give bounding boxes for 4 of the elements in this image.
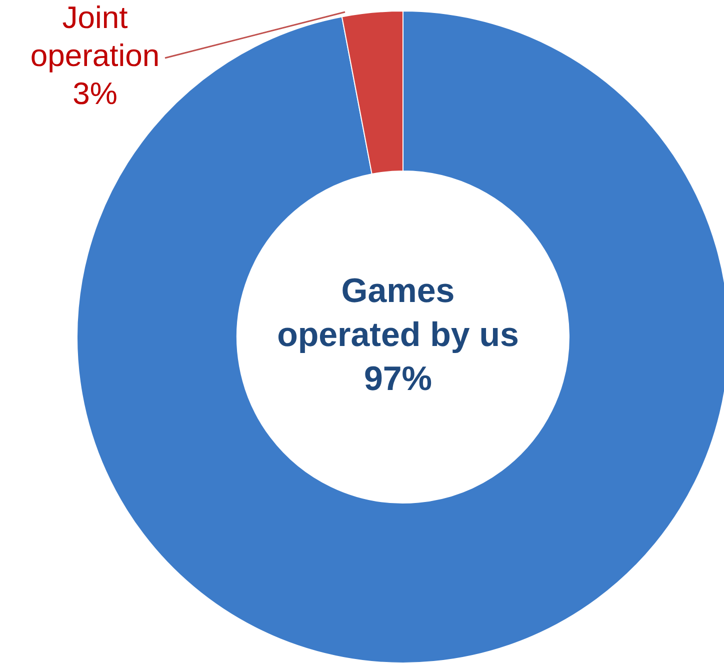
data-label: 3% (72, 76, 118, 111)
slice-label: Games operated by us (277, 272, 519, 354)
data-label: 97% (364, 360, 432, 398)
slice-label: Joint operation (30, 0, 160, 73)
